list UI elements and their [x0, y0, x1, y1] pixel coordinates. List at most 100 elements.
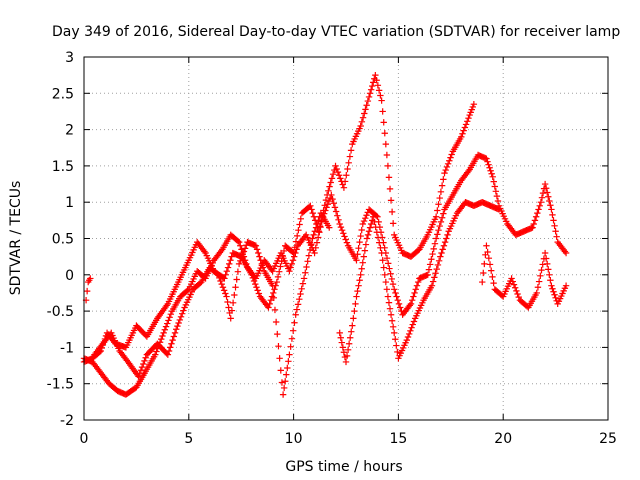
data-point: [313, 239, 321, 246]
data-point: [224, 264, 232, 271]
data-point: [374, 234, 382, 241]
data-layer: [80, 71, 570, 398]
data-point: [362, 106, 369, 113]
data-point: [327, 179, 334, 186]
data-point: [513, 287, 520, 295]
data-point: [408, 297, 416, 304]
data-point: [355, 282, 362, 289]
data-point: [426, 261, 434, 268]
data-point: [538, 194, 546, 201]
data-point: [271, 286, 278, 293]
data-point: [337, 223, 345, 231]
data-point: [362, 241, 370, 248]
data-point: [384, 162, 392, 170]
data-point: [371, 218, 378, 226]
data-point: [343, 239, 351, 246]
data-point: [538, 266, 545, 274]
data-point: [175, 319, 182, 327]
data-point: [162, 323, 170, 330]
data-point: [277, 367, 284, 374]
data-point: [305, 252, 313, 259]
data-point: [388, 208, 396, 216]
data-point: [459, 130, 466, 137]
data-point: [515, 293, 522, 301]
data-point: [358, 118, 366, 126]
data-point: [392, 289, 399, 297]
data-point: [414, 278, 422, 286]
data-point: [228, 307, 236, 314]
data-point: [297, 215, 304, 222]
data-point: [484, 248, 491, 256]
data-point: [446, 157, 453, 164]
data-point: [225, 304, 232, 311]
data-point: [326, 183, 333, 190]
data-point: [387, 270, 394, 277]
data-point: [296, 221, 303, 228]
data-point: [480, 269, 487, 277]
data-point: [322, 207, 329, 214]
data-point: [394, 348, 401, 356]
y-tick-label: -1.5: [47, 377, 74, 393]
data-point: [363, 102, 370, 109]
data-point: [293, 246, 300, 253]
data-point: [274, 273, 282, 281]
data-point: [435, 257, 443, 264]
data-point: [552, 228, 559, 235]
data-point: [323, 204, 330, 211]
data-point: [216, 274, 223, 282]
data-point: [309, 235, 316, 242]
data-point: [479, 278, 486, 286]
data-point: [411, 289, 418, 297]
data-point: [310, 231, 317, 239]
data-point: [385, 299, 393, 306]
data-point: [337, 175, 344, 182]
data-point: [338, 227, 346, 234]
data-point: [438, 182, 446, 189]
y-tick-label: 1: [65, 195, 74, 211]
data-point: [370, 79, 377, 86]
data-point: [222, 290, 229, 297]
data-point: [360, 217, 368, 225]
data-point: [544, 260, 551, 268]
data-point: [431, 240, 439, 247]
data-point: [316, 229, 323, 236]
data-point: [429, 250, 436, 258]
data-point: [138, 363, 146, 371]
data-point: [547, 202, 554, 209]
data-point: [532, 213, 540, 220]
data-point: [383, 286, 391, 293]
data-point: [391, 329, 398, 337]
data-point: [384, 293, 392, 300]
data-point: [385, 174, 393, 181]
data-point: [303, 263, 310, 271]
data-point: [372, 71, 379, 79]
data-point: [329, 195, 336, 203]
data-point: [255, 249, 262, 257]
data-point: [292, 311, 299, 318]
data-point: [289, 257, 297, 264]
data-point: [286, 267, 293, 275]
data-point: [141, 357, 148, 365]
data-point: [340, 230, 347, 237]
data-point: [226, 260, 233, 268]
y-axis-label: SDTVAR / TECUs: [8, 181, 24, 296]
data-point: [388, 317, 396, 324]
data-point: [530, 220, 537, 228]
data-point: [437, 188, 445, 196]
data-point: [435, 201, 442, 208]
series-s4: [91, 209, 333, 398]
data-point: [290, 253, 298, 260]
data-point: [539, 189, 547, 197]
data-point: [542, 185, 550, 192]
data-point: [432, 235, 440, 242]
data-point: [252, 280, 259, 288]
data-point: [379, 257, 386, 264]
data-point: [376, 239, 383, 246]
data-point: [357, 122, 364, 130]
x-tick-label: 10: [285, 431, 303, 447]
data-point: [346, 153, 354, 160]
data-point: [333, 165, 340, 173]
data-point: [213, 270, 221, 277]
data-point: [235, 238, 243, 246]
data-point: [460, 127, 467, 134]
